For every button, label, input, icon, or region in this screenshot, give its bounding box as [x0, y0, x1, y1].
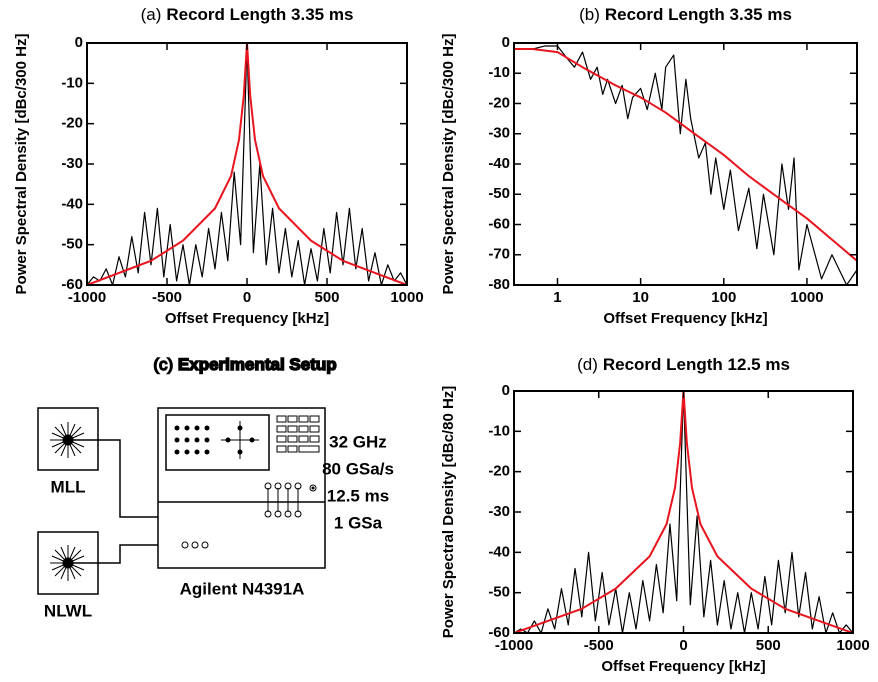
y-tick-label: -20	[61, 115, 83, 132]
series-line	[514, 45, 857, 285]
y-tick-label: -80	[488, 276, 510, 293]
y-tick-label: -40	[61, 195, 83, 212]
chart-title: (a) Record Length 3.35 ms	[141, 5, 354, 24]
y-tick-label: -50	[488, 185, 510, 202]
series-line	[87, 43, 407, 285]
x-tick-label: -500	[584, 637, 614, 654]
x-tick-label: 1	[553, 289, 561, 306]
chart-title-text: Record Length 3.35 ms	[166, 5, 353, 24]
y-tick-label: -10	[488, 422, 510, 439]
screen	[165, 414, 270, 471]
y-tick-label: -30	[61, 155, 83, 172]
x-tick-label: 0	[243, 289, 251, 306]
y-axis-label: Power Spectral Density [dBc/300 Hz]	[13, 34, 30, 295]
x-tick-label: -1000	[495, 637, 533, 654]
source-label: MLL	[51, 477, 86, 496]
panel-label: (d)	[577, 355, 598, 374]
screen-cross	[221, 421, 259, 459]
setting: 12.5 ms	[327, 486, 389, 505]
y-tick-label: -50	[488, 584, 510, 601]
instrument-box	[157, 407, 326, 569]
x-tick-label: 10	[632, 289, 649, 306]
chart: 0 -10 -20 -30 -40 -50 -60-1000 -500 0 500 1000 Offs…	[13, 5, 424, 326]
y-tick-label: -60	[61, 276, 83, 293]
chart: 0 -10 -20 -30 -40 -50 -60 -70 -80 1 10 100 1000 Offse…	[440, 5, 858, 327]
x-axis-label: Offset Frequency [kHz]	[603, 310, 767, 327]
chart-title: (b) Record Length 3.35 ms	[579, 5, 792, 24]
fiber	[68, 439, 158, 564]
x-axis-label: Offset Frequency [kHz]	[165, 310, 329, 327]
y-tick-label: 0	[502, 382, 510, 399]
y-tick-label: -20	[488, 94, 510, 111]
y-tick-label: -60	[488, 215, 510, 232]
panel-label: (c)	[153, 355, 173, 374]
x-tick-label: 1000	[390, 289, 423, 306]
series-line	[514, 391, 853, 633]
laser-icon	[50, 422, 86, 581]
y-tick-label: -50	[61, 236, 83, 253]
setting: 80 GSa/s	[322, 459, 394, 478]
y-tick-label: 0	[502, 34, 510, 51]
series-line	[87, 46, 407, 285]
chart-title: (d) Record Length 12.5 ms	[577, 355, 790, 374]
y-tick-label: -10	[488, 64, 510, 81]
y-tick-label: -60	[488, 624, 510, 641]
x-tick-label: 100	[711, 289, 736, 306]
x-axis-label: Offset Frequency [kHz]	[601, 658, 765, 675]
y-tick-label: -30	[488, 503, 510, 520]
y-tick-label: -30	[488, 125, 510, 142]
setup-diagram: (c) Experimental Setup	[37, 355, 394, 620]
series-line	[514, 48, 857, 262]
chart-title-text: Record Length 12.5 ms	[603, 355, 790, 374]
y-tick-label: -40	[488, 155, 510, 172]
y-tick-label: -70	[488, 246, 510, 263]
x-tick-label: 500	[756, 637, 781, 654]
x-tick-label: 1000	[836, 637, 869, 654]
setting: 32 GHz	[329, 432, 387, 451]
keypad	[276, 415, 320, 453]
mll-box	[37, 407, 99, 471]
x-tick-label: -1000	[68, 289, 106, 306]
y-tick-label: 0	[75, 34, 83, 51]
panel-label: (b)	[579, 5, 600, 24]
chart: 0 -10 -20 -30 -40 -50 -60-1000 -500 0 500 1000 Offs…	[440, 355, 870, 674]
y-axis-label: Power Spectral Density [dBc/80 Hz]	[440, 386, 457, 639]
source-label: NLWL	[44, 601, 92, 620]
series-line	[514, 391, 853, 633]
setting: 1 GSa	[334, 513, 383, 532]
connectors	[181, 482, 317, 549]
plot-area	[514, 391, 853, 633]
diagram-title-text: Experimental Setup	[178, 355, 337, 374]
y-tick-label: -40	[488, 543, 510, 560]
plot-area	[514, 45, 857, 285]
y-tick-label: -20	[488, 463, 510, 480]
x-tick-label: 1000	[790, 289, 823, 306]
screen-dots	[174, 425, 255, 455]
diagram-title: (c) Experimental Setup	[153, 355, 336, 374]
instrument-label: Agilent N4391A	[180, 579, 305, 598]
y-axis-label: Power Spectral Density [dBc/300 Hz]	[440, 34, 457, 295]
plot-area	[87, 43, 407, 285]
panel-label: (a)	[141, 5, 162, 24]
chart-title-text: Record Length 3.35 ms	[605, 5, 792, 24]
x-tick-label: 500	[314, 289, 339, 306]
x-tick-label: 0	[679, 637, 687, 654]
y-tick-label: -10	[61, 74, 83, 91]
x-tick-label: -500	[152, 289, 182, 306]
